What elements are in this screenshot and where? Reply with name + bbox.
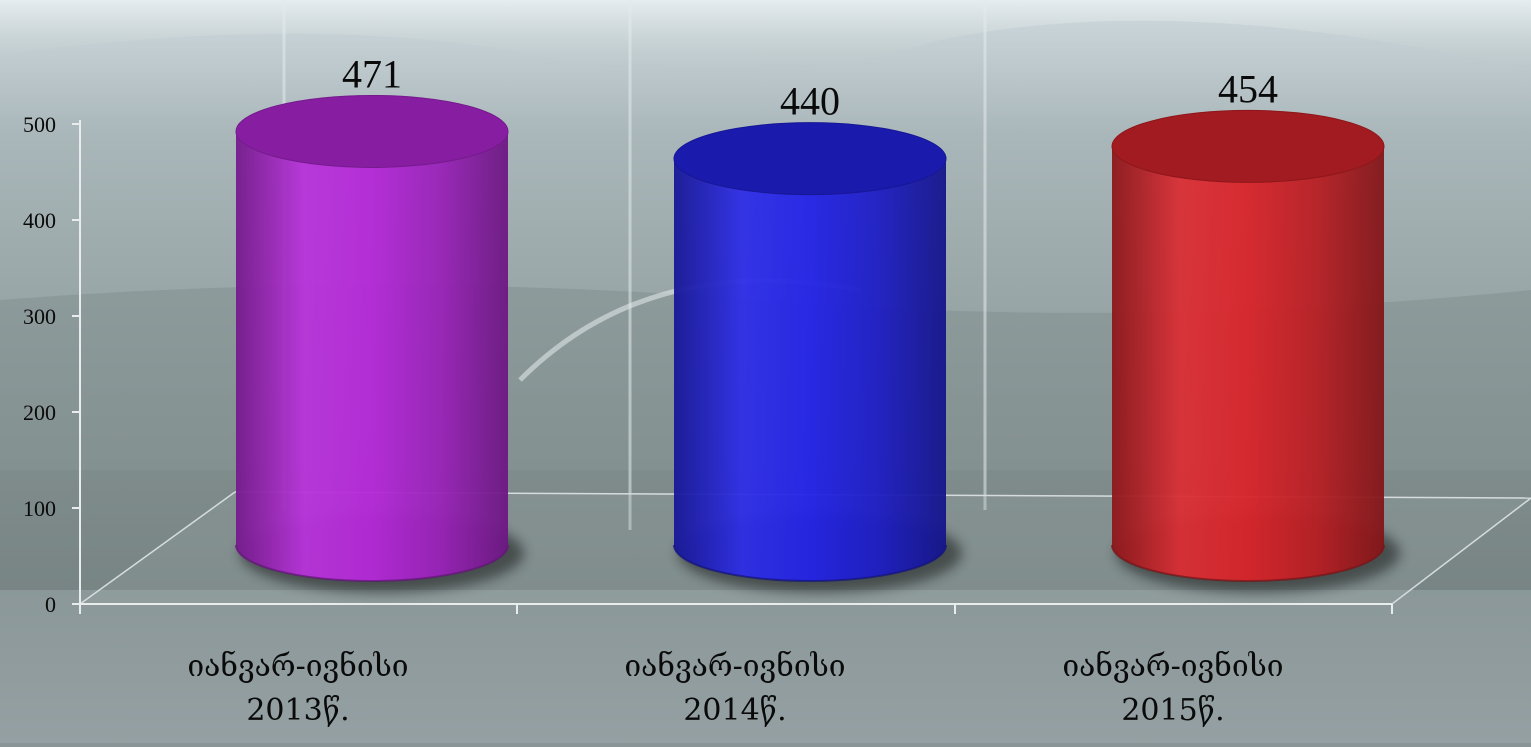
bar-top [1111,109,1385,183]
y-tick-label: 500 [23,112,56,137]
y-tick-label: 0 [45,592,56,617]
y-tick-label: 200 [23,400,56,425]
floor-left-edge [79,491,236,605]
bar-top [235,94,509,168]
bar [235,94,524,593]
bar-body [1112,146,1384,581]
category-label: იანვარ-ივნისი 2013წ. [118,645,478,733]
bar-body [674,158,946,581]
bar-base-edge [673,544,947,582]
y-tick-label: 400 [23,208,56,233]
bar-body [236,131,508,581]
category-label-line2: 2014წ. [683,693,787,728]
category-label-line1: იანვარ-ივნისი [187,649,409,684]
category-label-line2: 2013წ. [246,693,350,728]
category-label: იანვარ-ივნისი 2015წ. [993,645,1353,733]
y-tick-label: 300 [23,304,56,329]
category-label-line1: იანვარ-ივნისი [1062,649,1284,684]
category-label: იანვარ-ივნისი 2014წ. [555,645,915,733]
bar-base-edge [1111,544,1385,582]
bars: 471 440 454 [235,51,1400,593]
data-label: 471 [342,51,402,96]
data-label: 454 [1218,66,1278,111]
category-label-line2: 2015წ. [1121,693,1225,728]
data-label: 440 [780,79,840,124]
bar [673,122,962,593]
bar-base-edge [235,544,509,582]
y-tick-label: 100 [23,496,56,521]
floor-right-edge [1391,497,1531,605]
category-label-line1: იანვარ-ივნისი [624,649,846,684]
bar-top [673,122,947,196]
bar [1111,109,1400,593]
y-axis: 0 100 200 300 400 500 [23,112,80,617]
